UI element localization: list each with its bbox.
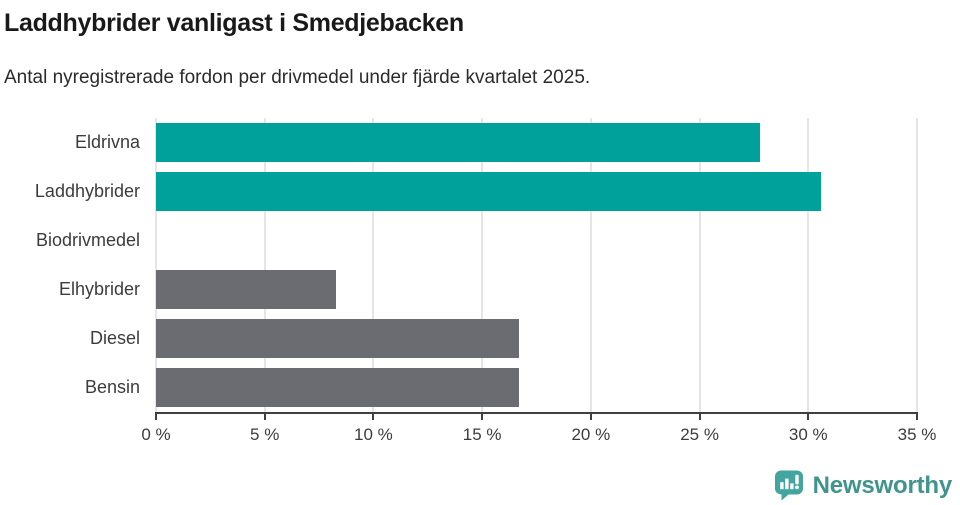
x-axis-tick-label-25: 25 %: [680, 424, 719, 444]
x-axis-tick-30: [807, 411, 810, 420]
gridline-35: [916, 117, 918, 412]
bar-row: Eldrivna: [75, 118, 917, 167]
x-axis-tick-label-0: 0 %: [141, 424, 171, 444]
bar: [156, 269, 337, 309]
category-label: Laddhybrider: [34, 180, 140, 201]
category-label: Bensin: [84, 376, 140, 397]
x-axis-tick-label-10: 10 %: [354, 424, 393, 444]
bar: [156, 171, 822, 211]
chart-title: Laddhybrider vanligast i Smedjebacken: [4, 9, 464, 37]
x-axis-tick-label-15: 15 %: [462, 424, 502, 444]
x-axis-line: [156, 411, 917, 414]
bar-row: Diesel: [90, 314, 917, 363]
gridline-20: [589, 117, 592, 412]
gridline-5: [263, 117, 266, 412]
category-label: Diesel: [89, 327, 140, 348]
gridline-30: [807, 117, 810, 412]
bar: [156, 122, 761, 162]
x-axis-tick-label-30: 30 %: [788, 424, 828, 444]
plot-area: Eldrivna Laddhybrider Biodrivmedel Elhybrid…: [35, 117, 918, 412]
chart-header: Laddhybrider vanligast i Smedjebacken An…: [0, 0, 960, 90]
x-axis-tick-labels: 0 % 5 % 10 % 15 % 20 % 25 % 30 % 35 %: [141, 424, 936, 449]
gridline-10: [372, 117, 375, 412]
x-axis-tick-10: [372, 411, 375, 420]
x-axis-tick-35: [916, 411, 918, 420]
gridline-0: [155, 117, 157, 412]
x-axis-tick-5: [263, 411, 266, 420]
x-axis-tick-label-5: 5 %: [250, 424, 280, 444]
gridline-25: [698, 117, 701, 412]
bar-chart: Eldrivna Laddhybrider Biodrivmedel Elhybrid…: [35, 117, 936, 449]
brand-footer: Newsworthy: [774, 470, 952, 501]
x-axis-tick-label-20: 20 %: [571, 424, 611, 444]
category-label: Biodrivmedel: [35, 229, 140, 250]
x-axis-tick-15: [481, 411, 484, 420]
x-axis: [155, 411, 918, 421]
bar-row: Biodrivmedel: [36, 216, 917, 265]
category-label: Elhybrider: [58, 278, 140, 299]
x-axis-tick-20: [589, 411, 592, 420]
x-axis-tick-0: [155, 411, 157, 420]
brand-name: Newsworthy: [812, 471, 953, 499]
newsworthy-logo-icon: [774, 470, 803, 501]
x-axis-tick-label-35: 35 %: [897, 424, 937, 444]
x-axis-tick-25: [698, 411, 701, 420]
bar-row: Laddhybrider: [35, 167, 917, 216]
chart-subtitle: Antal nyregistrerade fordon per drivmede…: [4, 67, 591, 88]
category-label: Eldrivna: [74, 131, 140, 152]
bar: [156, 367, 520, 407]
bar-row: Elhybrider: [59, 265, 917, 314]
bar-row: Bensin: [85, 363, 917, 412]
gridline-15: [481, 117, 484, 412]
bar: [156, 318, 520, 358]
